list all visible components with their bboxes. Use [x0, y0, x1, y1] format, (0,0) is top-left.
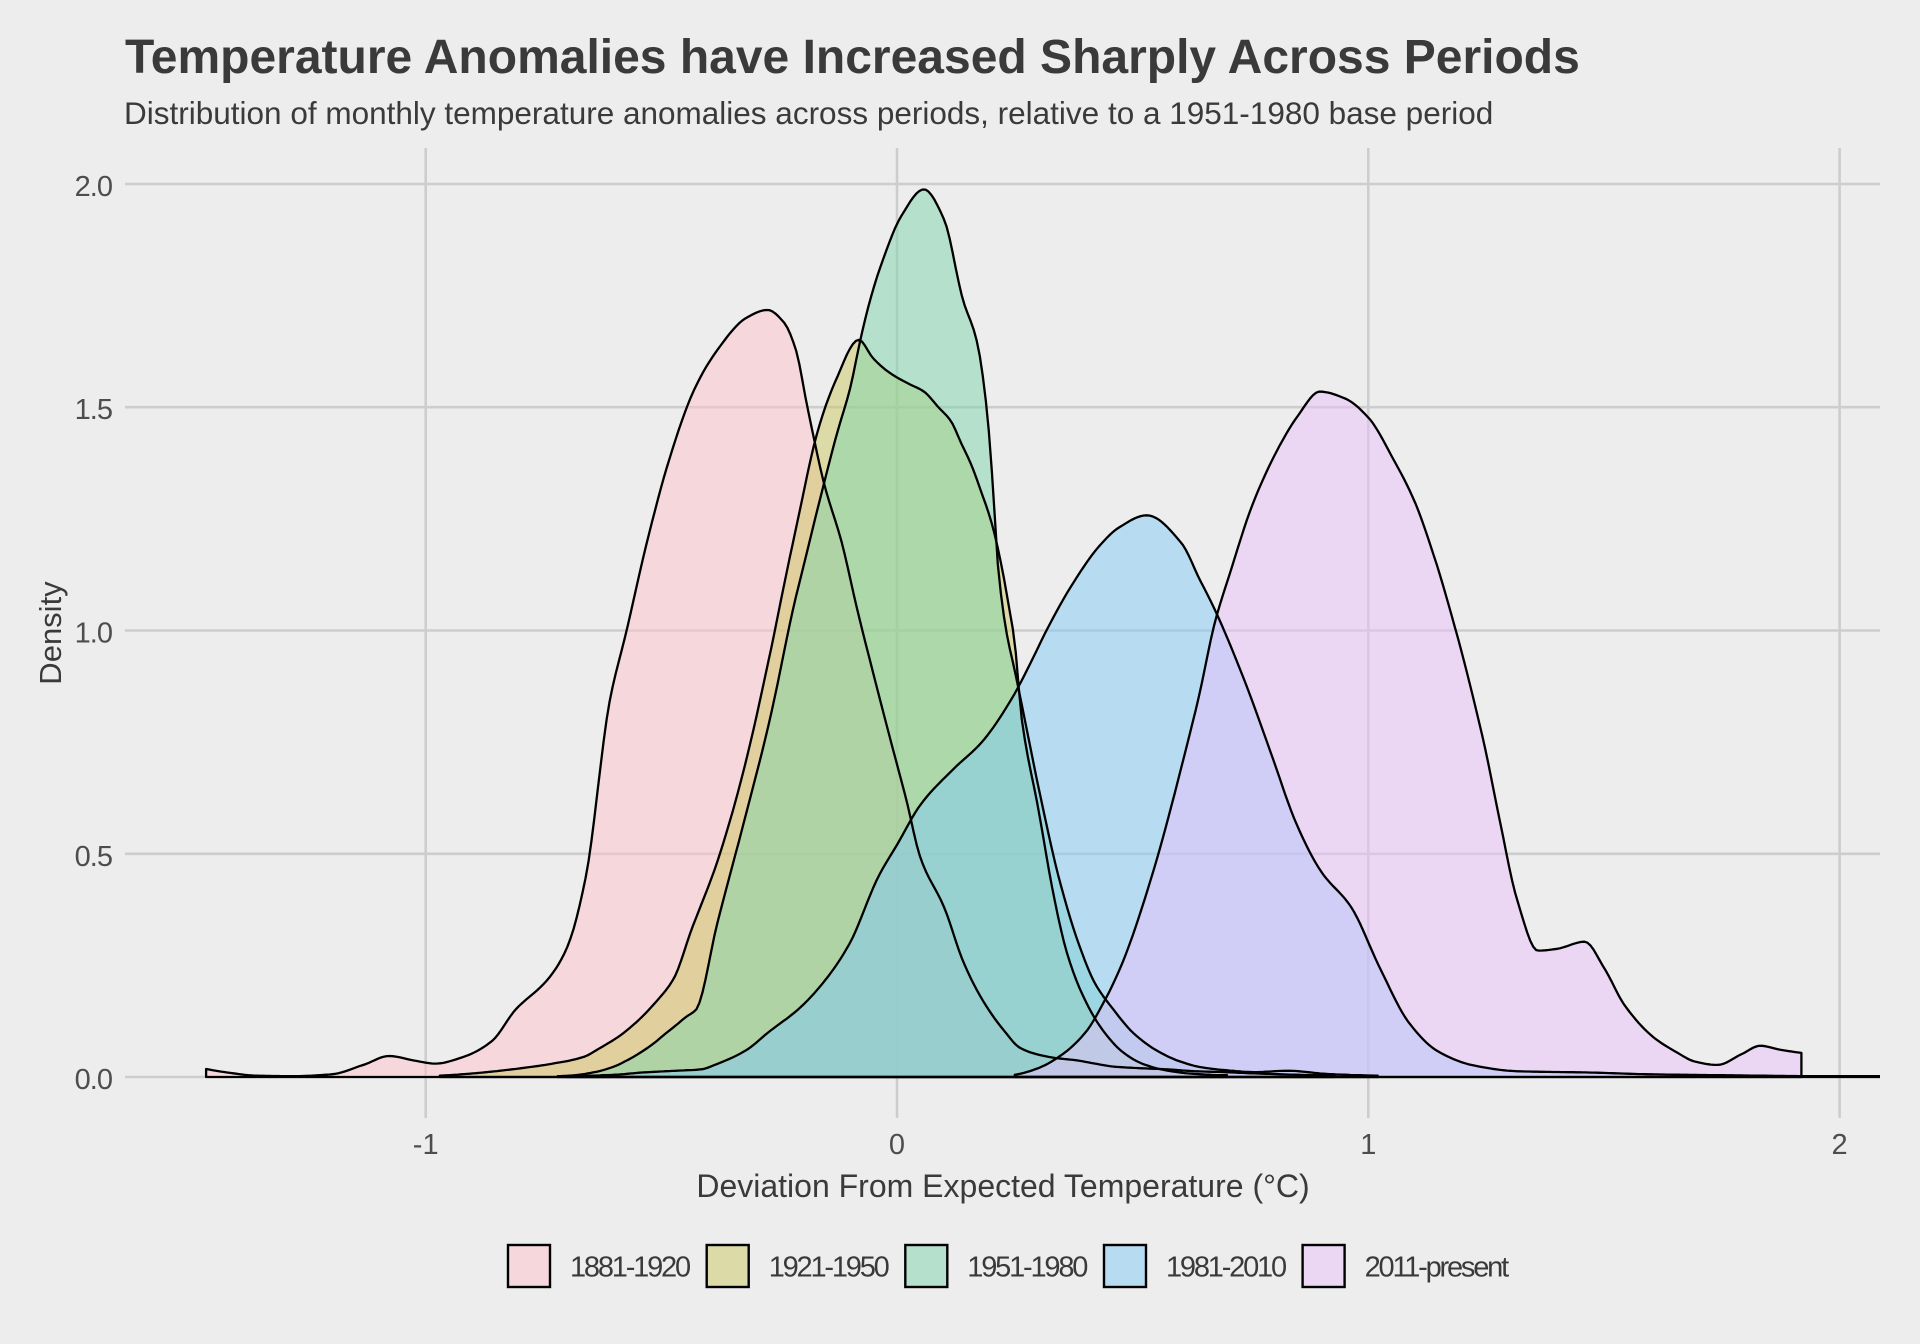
svg-text:1951-1980: 1951-1980 — [967, 1252, 1087, 1284]
svg-text:1921-1950: 1921-1950 — [769, 1252, 889, 1284]
svg-text:1: 1 — [1360, 1129, 1376, 1161]
svg-text:0: 0 — [889, 1129, 905, 1161]
svg-text:Density: Density — [33, 581, 68, 685]
svg-text:0.5: 0.5 — [75, 841, 112, 873]
svg-text:1.0: 1.0 — [75, 618, 112, 650]
svg-text:1981-2010: 1981-2010 — [1166, 1252, 1286, 1284]
svg-text:2011-present: 2011-present — [1365, 1252, 1509, 1284]
svg-text:0.0: 0.0 — [75, 1064, 112, 1096]
svg-text:2.0: 2.0 — [75, 171, 112, 203]
svg-text:Deviation From Expected Temper: Deviation From Expected Temperature (°C) — [696, 1168, 1309, 1204]
svg-text:-1: -1 — [413, 1129, 439, 1161]
svg-text:Temperature Anomalies have Inc: Temperature Anomalies have Increased Sha… — [125, 31, 1580, 84]
svg-text:Distribution of monthly temper: Distribution of monthly temperature anom… — [124, 95, 1493, 131]
svg-text:2: 2 — [1832, 1129, 1848, 1161]
svg-text:1.5: 1.5 — [75, 394, 112, 426]
svg-text:1881-1920: 1881-1920 — [570, 1252, 690, 1284]
